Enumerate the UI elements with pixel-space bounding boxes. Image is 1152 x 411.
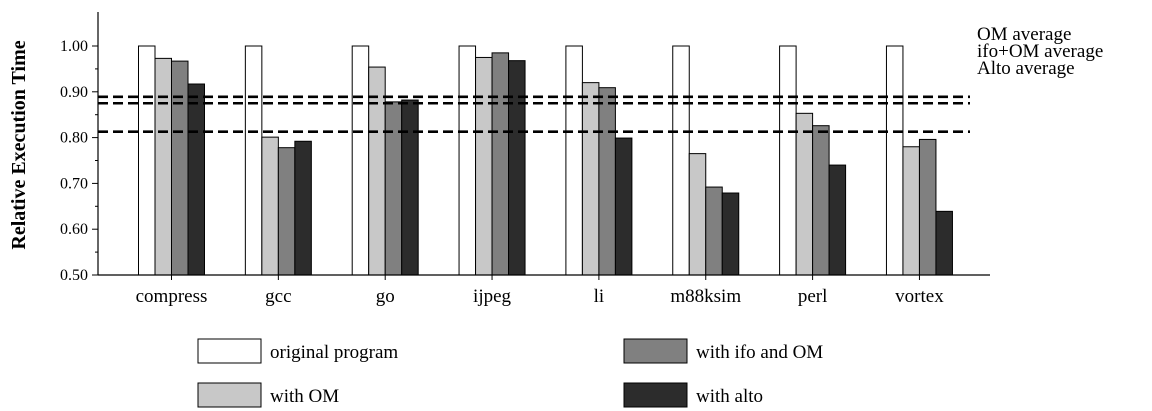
bar-m88ksim-original-program bbox=[672, 45, 690, 276]
y-tick-label: 1.00 bbox=[60, 38, 88, 55]
axes: compress gcc go ijpeg li m88ksim perl vortex 0.5… bbox=[8, 12, 990, 307]
bar-ijpeg-with-om bbox=[475, 56, 493, 276]
x-tick-label-perl: perl bbox=[798, 286, 828, 307]
bar-go-with-om bbox=[368, 66, 386, 276]
bar-m88ksim-with-om bbox=[688, 153, 707, 276]
bar-compress-with-alto bbox=[187, 83, 205, 276]
bar-vortex-with-ifo-and-om bbox=[918, 138, 937, 276]
bar-compress-with-om bbox=[154, 57, 172, 276]
bar-gcc-with-ifo-and-om bbox=[277, 147, 296, 276]
bar-perl-with-ifo-and-om bbox=[812, 125, 830, 276]
bar-perl-with-alto bbox=[828, 164, 847, 276]
legend: original program with OM with ifo and OM wi… bbox=[197, 338, 823, 408]
bar-gcc-original-program bbox=[244, 45, 263, 276]
bar-vortex-with-alto bbox=[935, 210, 953, 276]
bar-m88ksim-with-alto bbox=[721, 192, 740, 276]
x-tick-label-vortex: vortex bbox=[895, 286, 944, 307]
bar-perl-with-om bbox=[795, 112, 814, 276]
bar-vortex-with-om bbox=[902, 146, 920, 276]
bar-perl-original-program bbox=[779, 45, 797, 276]
bar-vortex-original-program bbox=[885, 45, 904, 276]
x-tick-label-gcc: gcc bbox=[265, 286, 291, 307]
bar-go-with-alto bbox=[401, 99, 419, 276]
y-tick-label: 0.50 bbox=[60, 267, 88, 284]
y-tick-label: 0.60 bbox=[60, 221, 88, 238]
bar-m88ksim-with-ifo-and-om bbox=[705, 186, 723, 276]
bar-ijpeg-with-alto bbox=[508, 60, 526, 276]
reference-label-alto-average: Alto average bbox=[977, 58, 1075, 79]
bar-li-with-om bbox=[581, 82, 600, 276]
y-tick-label: 0.80 bbox=[60, 130, 88, 147]
legend-swatch-original-program bbox=[197, 338, 262, 364]
legend-label-with-ifo-and-om: with ifo and OM bbox=[696, 342, 823, 363]
bar-compress-with-ifo-and-om bbox=[171, 60, 189, 276]
legend-swatch-with-alto bbox=[623, 382, 688, 408]
x-tick-label-m88ksim: m88ksim bbox=[670, 286, 741, 307]
bar-li-original-program bbox=[565, 45, 583, 276]
y-tick-label: 0.70 bbox=[60, 175, 88, 192]
bars-layer bbox=[138, 45, 953, 276]
legend-swatch-with-ifo-and-om bbox=[623, 338, 688, 364]
y-tick-label: 0.90 bbox=[60, 84, 88, 101]
legend-label-with-alto: with alto bbox=[696, 386, 763, 407]
y-axis-title: Relative Execution Time bbox=[8, 40, 30, 249]
bar-gcc-with-om bbox=[261, 136, 279, 276]
legend-label-original-program: original program bbox=[270, 342, 398, 363]
x-tick-label-ijpeg: ijpeg bbox=[473, 286, 511, 307]
bar-ijpeg-original-program bbox=[458, 45, 477, 276]
legend-label-with-om: with OM bbox=[270, 386, 339, 407]
bar-compress-original-program bbox=[138, 45, 156, 276]
bar-ijpeg-with-ifo-and-om bbox=[491, 52, 510, 276]
bar-li-with-ifo-and-om bbox=[598, 87, 616, 276]
bar-li-with-alto bbox=[614, 137, 633, 276]
x-tick-label-li: li bbox=[594, 286, 605, 307]
bar-go-with-ifo-and-om bbox=[384, 101, 403, 276]
bar-gcc-with-alto bbox=[294, 140, 312, 276]
bar-go-original-program bbox=[351, 45, 370, 276]
reference-label-ifo-om-average: ifo+OM average bbox=[977, 41, 1103, 62]
legend-swatch-with-om bbox=[197, 382, 262, 408]
reference-label-om-average: OM average bbox=[977, 24, 1071, 45]
x-tick-label-go: go bbox=[376, 286, 395, 307]
x-tick-label-compress: compress bbox=[136, 286, 208, 307]
